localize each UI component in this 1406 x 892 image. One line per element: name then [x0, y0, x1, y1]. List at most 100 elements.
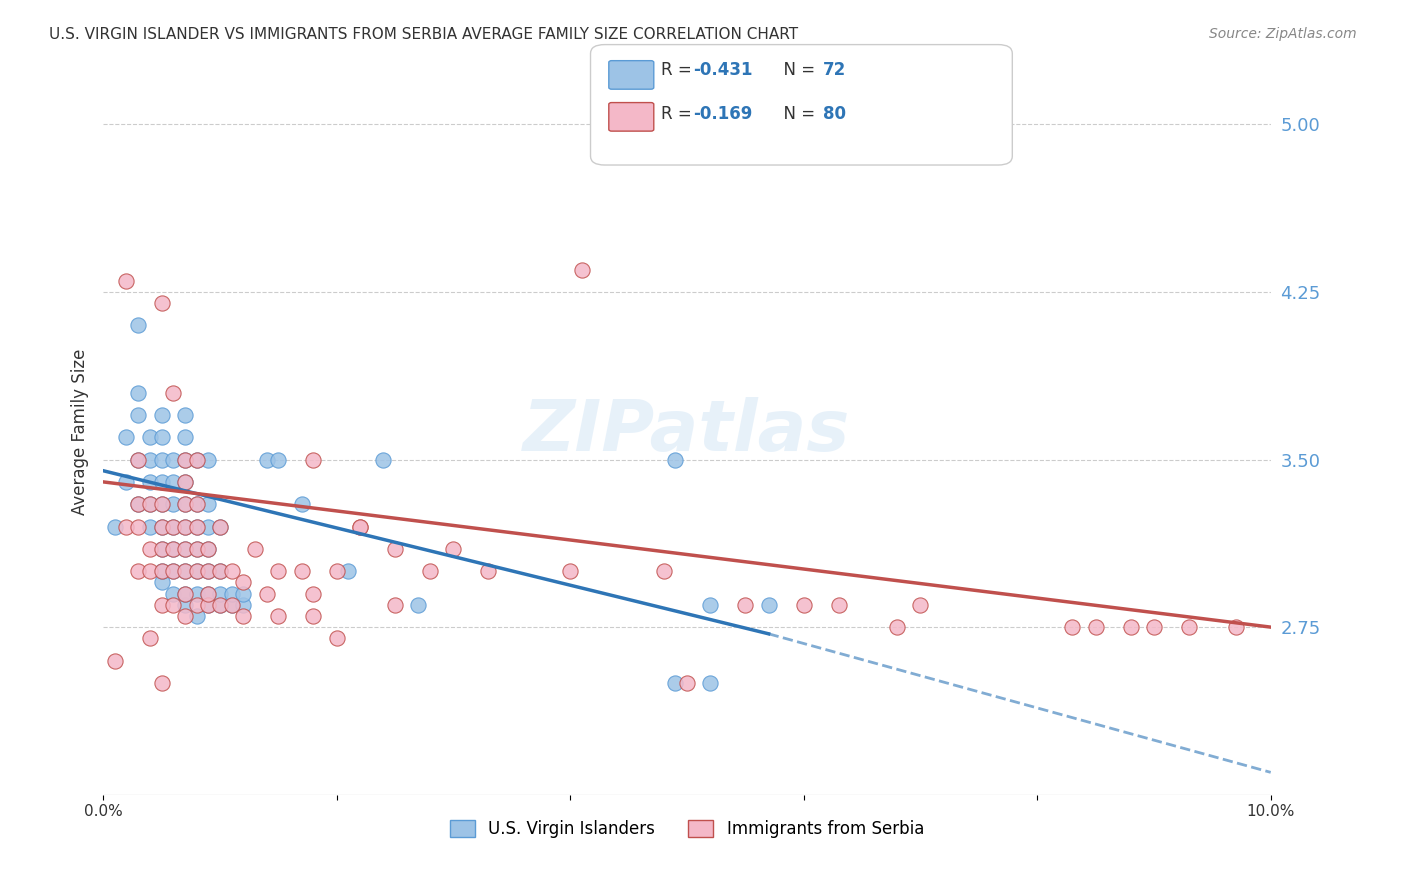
Point [139, 475, 162, 489]
Point [150, 497, 173, 511]
Point [384, 598, 406, 612]
Point [186, 541, 208, 556]
Point [1178, 620, 1201, 634]
Point [243, 541, 266, 556]
Text: -0.169: -0.169 [693, 105, 752, 123]
Point [1225, 620, 1247, 634]
Point [208, 564, 231, 578]
Point [302, 609, 325, 624]
Legend: U.S. Virgin Islanders, Immigrants from Serbia: U.S. Virgin Islanders, Immigrants from S… [443, 813, 931, 845]
Point [150, 519, 173, 533]
Point [139, 541, 162, 556]
Point [150, 519, 173, 533]
Point [173, 564, 195, 578]
Point [150, 541, 173, 556]
Point [162, 598, 184, 612]
Point [139, 497, 162, 511]
Point [162, 519, 184, 533]
Point [734, 598, 756, 612]
Point [173, 408, 195, 422]
Point [197, 586, 219, 600]
Text: N =: N = [773, 105, 821, 123]
Point [325, 564, 347, 578]
Point [256, 452, 278, 467]
Point [139, 564, 162, 578]
Point [162, 452, 184, 467]
Point [186, 452, 208, 467]
Point [173, 452, 195, 467]
Point [173, 519, 195, 533]
Point [197, 598, 219, 612]
Point [197, 541, 219, 556]
Point [186, 497, 208, 511]
Point [232, 609, 254, 624]
Point [186, 452, 208, 467]
Point [139, 519, 162, 533]
Point [127, 452, 149, 467]
Point [186, 609, 208, 624]
Point [150, 564, 173, 578]
Text: R =: R = [661, 61, 697, 78]
Point [162, 475, 184, 489]
Point [186, 598, 208, 612]
Point [127, 408, 149, 422]
Point [127, 497, 149, 511]
Point [104, 654, 127, 668]
Point [173, 475, 195, 489]
Point [150, 475, 173, 489]
Point [186, 564, 208, 578]
Point [115, 475, 138, 489]
Point [197, 564, 219, 578]
Point [828, 598, 851, 612]
Point [560, 564, 582, 578]
Point [699, 676, 721, 690]
Text: 80: 80 [823, 105, 845, 123]
Point [325, 632, 347, 646]
Point [127, 318, 149, 333]
Point [150, 564, 173, 578]
Point [208, 564, 231, 578]
Point [162, 564, 184, 578]
Point [173, 430, 195, 444]
Point [150, 497, 173, 511]
Point [127, 385, 149, 400]
Point [267, 452, 290, 467]
Point [115, 430, 138, 444]
Point [571, 262, 593, 277]
Point [699, 598, 721, 612]
Point [162, 586, 184, 600]
Point [173, 541, 195, 556]
Point [197, 541, 219, 556]
Point [150, 575, 173, 590]
Point [150, 452, 173, 467]
Point [676, 676, 699, 690]
Point [173, 541, 195, 556]
Point [221, 598, 243, 612]
Text: N =: N = [773, 61, 821, 78]
Point [197, 452, 219, 467]
Point [208, 586, 231, 600]
Point [291, 564, 314, 578]
Point [127, 452, 149, 467]
Point [115, 519, 138, 533]
Text: ZIPatlas: ZIPatlas [523, 397, 851, 467]
Point [150, 676, 173, 690]
Point [162, 541, 184, 556]
Point [208, 598, 231, 612]
Point [232, 575, 254, 590]
Point [1143, 620, 1166, 634]
Point [186, 519, 208, 533]
Point [115, 274, 138, 288]
Point [349, 519, 371, 533]
Point [150, 296, 173, 310]
Point [186, 586, 208, 600]
Point [150, 430, 173, 444]
Point [173, 586, 195, 600]
Point [302, 586, 325, 600]
Point [127, 564, 149, 578]
Point [186, 564, 208, 578]
Point [173, 598, 195, 612]
Point [186, 497, 208, 511]
Point [197, 497, 219, 511]
Point [162, 385, 184, 400]
